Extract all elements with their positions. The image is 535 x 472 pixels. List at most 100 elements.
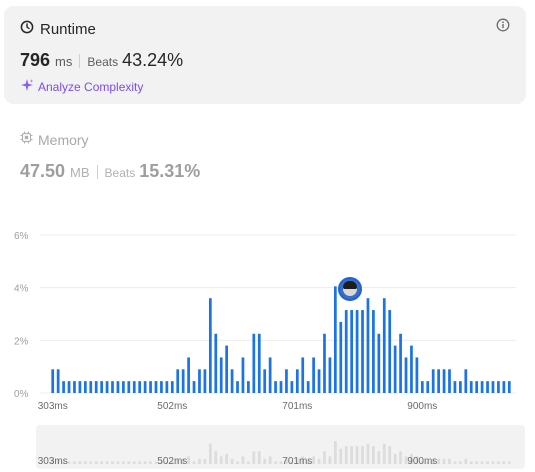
range-track[interactable] xyxy=(36,425,525,469)
bar[interactable] xyxy=(372,310,375,393)
range-selector[interactable]: 303ms 502ms 701ms 900ms xyxy=(0,424,535,472)
bar[interactable] xyxy=(388,310,392,393)
bar[interactable] xyxy=(143,381,147,393)
bar[interactable] xyxy=(257,333,261,393)
bar[interactable] xyxy=(181,369,185,393)
bar[interactable] xyxy=(268,357,272,393)
bar[interactable] xyxy=(350,310,354,393)
bar[interactable] xyxy=(176,369,180,393)
range-bar xyxy=(497,461,500,464)
bar[interactable] xyxy=(317,369,321,393)
memory-title: Memory xyxy=(38,132,89,148)
bar[interactable] xyxy=(116,381,120,393)
bar[interactable] xyxy=(83,381,87,393)
bar[interactable] xyxy=(301,357,305,393)
divider xyxy=(96,164,98,179)
bar[interactable] xyxy=(497,381,500,393)
range-bar xyxy=(507,461,511,464)
bar[interactable] xyxy=(377,333,381,393)
bar[interactable] xyxy=(230,369,234,393)
bar[interactable] xyxy=(486,381,489,393)
bar[interactable] xyxy=(219,357,223,393)
bar[interactable] xyxy=(100,381,103,393)
bar[interactable] xyxy=(431,369,435,393)
bar[interactable] xyxy=(73,381,76,393)
user-avatar[interactable] xyxy=(338,277,362,301)
bar[interactable] xyxy=(154,381,158,393)
bar[interactable] xyxy=(469,381,473,393)
bar[interactable] xyxy=(491,381,495,393)
bar[interactable] xyxy=(426,381,430,393)
divider xyxy=(79,53,81,68)
bar[interactable] xyxy=(502,381,506,393)
analyze-complexity-button[interactable]: Analyze Complexity xyxy=(20,78,143,95)
bar[interactable] xyxy=(393,345,397,393)
bar[interactable] xyxy=(263,369,267,393)
bar[interactable] xyxy=(333,286,337,393)
bar[interactable] xyxy=(459,381,462,393)
bar[interactable] xyxy=(437,369,440,393)
bar[interactable] xyxy=(56,369,60,393)
bar[interactable] xyxy=(122,381,125,393)
bar[interactable] xyxy=(399,333,402,393)
bar[interactable] xyxy=(62,381,65,393)
bar[interactable] xyxy=(236,381,239,393)
range-bar xyxy=(257,451,261,464)
bar[interactable] xyxy=(448,369,451,393)
bar[interactable] xyxy=(51,369,55,393)
bar[interactable] xyxy=(160,381,163,393)
bar[interactable] xyxy=(247,381,250,393)
bar[interactable] xyxy=(89,381,93,393)
bar[interactable] xyxy=(105,381,109,393)
bar[interactable] xyxy=(111,381,114,393)
bar[interactable] xyxy=(404,357,408,393)
bar[interactable] xyxy=(328,357,332,393)
bar[interactable] xyxy=(382,298,386,393)
bar[interactable] xyxy=(464,369,468,393)
bar[interactable] xyxy=(290,381,294,393)
bar-current[interactable] xyxy=(355,310,359,393)
bar[interactable] xyxy=(475,381,479,393)
bar[interactable] xyxy=(420,381,424,393)
bar[interactable] xyxy=(127,381,131,393)
bar[interactable] xyxy=(312,357,315,393)
bar[interactable] xyxy=(225,345,229,393)
bar[interactable] xyxy=(306,381,310,393)
bar[interactable] xyxy=(94,381,98,393)
bar[interactable] xyxy=(203,369,207,393)
range-bar xyxy=(138,461,142,464)
bar[interactable] xyxy=(165,381,169,393)
bar[interactable] xyxy=(170,381,174,393)
info-icon[interactable] xyxy=(496,18,510,32)
bar[interactable] xyxy=(442,369,446,393)
bar[interactable] xyxy=(78,381,82,393)
bar[interactable] xyxy=(410,345,413,393)
bar[interactable] xyxy=(507,381,511,393)
bar[interactable] xyxy=(344,310,348,393)
bar[interactable] xyxy=(214,333,218,393)
bar[interactable] xyxy=(187,357,190,393)
bar[interactable] xyxy=(241,357,245,393)
bar[interactable] xyxy=(192,381,196,393)
bar[interactable] xyxy=(67,381,71,393)
bar[interactable] xyxy=(198,369,201,393)
bar[interactable] xyxy=(138,381,142,393)
bar[interactable] xyxy=(453,381,457,393)
bar[interactable] xyxy=(295,369,299,393)
range-bar xyxy=(312,456,315,464)
bar[interactable] xyxy=(361,310,364,393)
bar[interactable] xyxy=(274,381,277,393)
bar[interactable] xyxy=(339,321,343,393)
bar[interactable] xyxy=(132,381,136,393)
bar[interactable] xyxy=(279,381,283,393)
bar[interactable] xyxy=(208,298,212,393)
bar[interactable] xyxy=(480,381,484,393)
memory-header[interactable]: Memory xyxy=(20,131,89,149)
bar[interactable] xyxy=(415,357,419,393)
bar[interactable] xyxy=(285,369,288,393)
bar[interactable] xyxy=(149,381,152,393)
bar[interactable] xyxy=(366,298,370,393)
bar[interactable] xyxy=(323,333,326,393)
runtime-distribution-chart[interactable]: 0% 2% 4% 6% 303ms 502ms 701ms 900ms xyxy=(0,220,535,415)
bar[interactable] xyxy=(252,333,256,393)
